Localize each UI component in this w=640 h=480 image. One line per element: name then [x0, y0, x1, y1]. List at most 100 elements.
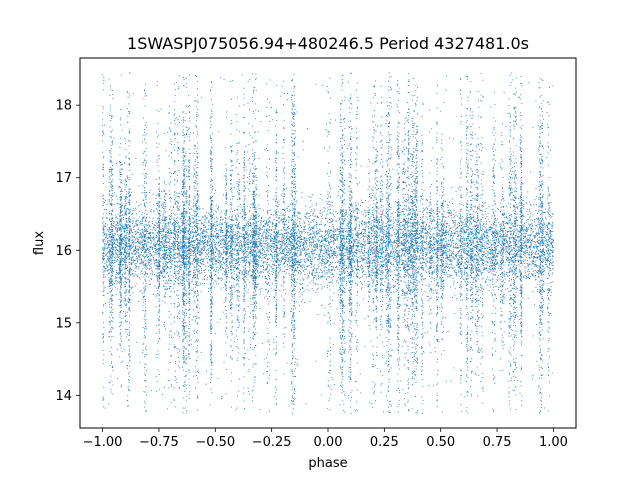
data-point — [236, 260, 237, 262]
data-point — [429, 224, 431, 226]
data-point — [379, 250, 381, 252]
data-point — [188, 238, 190, 240]
data-point — [332, 231, 334, 233]
data-point — [526, 208, 528, 210]
data-point — [452, 242, 454, 244]
data-point — [398, 268, 400, 270]
data-point — [111, 260, 113, 262]
data-point — [350, 211, 352, 212]
data-point — [274, 210, 276, 212]
data-point — [291, 194, 293, 196]
data-point — [454, 255, 456, 257]
data-point — [177, 256, 179, 258]
data-point — [495, 260, 497, 262]
data-point — [191, 280, 193, 282]
data-point — [205, 217, 207, 219]
data-point — [372, 236, 373, 238]
data-point — [330, 252, 332, 254]
data-point — [371, 251, 373, 253]
data-point — [315, 254, 317, 256]
data-point — [160, 265, 162, 267]
data-point — [144, 265, 146, 267]
data-point — [265, 276, 267, 278]
data-point — [460, 232, 462, 234]
data-point — [481, 237, 483, 239]
data-point — [427, 271, 429, 273]
data-point — [143, 236, 145, 238]
data-point — [217, 233, 218, 234]
data-point — [194, 275, 196, 277]
data-point — [411, 244, 413, 246]
data-point — [380, 254, 382, 256]
data-point — [269, 244, 271, 246]
data-point — [147, 252, 149, 254]
data-point — [364, 210, 366, 212]
data-point — [307, 237, 309, 239]
data-point — [117, 254, 119, 256]
data-point — [490, 270, 492, 272]
data-point — [252, 269, 254, 271]
data-point — [379, 228, 381, 230]
data-point — [193, 258, 195, 260]
data-point — [522, 253, 524, 255]
data-point — [449, 259, 451, 261]
data-point — [393, 277, 395, 279]
data-point — [467, 244, 469, 245]
data-point — [496, 253, 498, 255]
data-point — [125, 282, 127, 284]
data-point — [130, 248, 132, 249]
data-point — [355, 205, 357, 207]
data-point — [549, 282, 551, 284]
data-point — [425, 198, 427, 200]
data-point — [324, 235, 326, 236]
data-point — [329, 244, 330, 246]
data-point — [387, 258, 389, 260]
data-point — [304, 248, 306, 249]
data-point — [444, 258, 446, 260]
data-point — [526, 246, 528, 248]
data-point — [502, 274, 504, 276]
data-point — [168, 214, 170, 216]
data-point — [264, 240, 266, 242]
data-point — [241, 252, 243, 254]
data-point — [450, 249, 452, 251]
data-point — [527, 227, 529, 229]
data-point — [216, 258, 218, 260]
data-point — [443, 273, 445, 275]
data-point — [515, 252, 517, 254]
data-point — [309, 215, 311, 217]
data-point — [459, 268, 461, 269]
data-point — [211, 240, 213, 242]
data-point — [252, 252, 254, 254]
data-point — [440, 264, 442, 266]
data-point — [173, 206, 175, 208]
data-point — [440, 235, 442, 237]
data-point — [282, 285, 284, 287]
data-point — [431, 289, 433, 291]
data-point — [469, 240, 470, 242]
data-point — [390, 243, 392, 245]
data-point — [530, 171, 532, 173]
data-point — [464, 238, 466, 240]
data-point — [458, 265, 460, 267]
data-point — [502, 248, 504, 250]
data-point — [286, 251, 288, 253]
data-point — [135, 224, 137, 226]
data-point — [418, 272, 420, 274]
data-point — [466, 226, 468, 228]
data-point — [421, 250, 423, 252]
data-point — [527, 219, 529, 221]
data-point — [532, 261, 534, 263]
data-point — [258, 233, 260, 235]
data-point — [429, 252, 431, 254]
data-point — [225, 281, 227, 283]
data-point — [260, 288, 262, 290]
data-point — [222, 267, 224, 269]
data-point — [321, 262, 323, 264]
data-point — [254, 276, 256, 278]
data-point — [537, 253, 539, 255]
data-point — [221, 260, 223, 262]
data-point — [364, 200, 366, 202]
data-point — [548, 267, 550, 269]
data-point — [374, 259, 376, 261]
